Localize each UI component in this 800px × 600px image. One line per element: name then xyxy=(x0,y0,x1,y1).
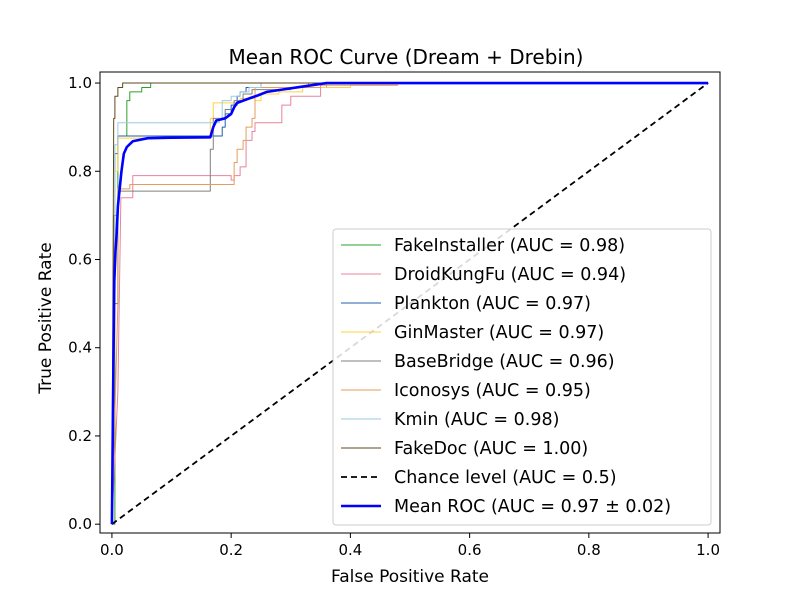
y-tick-label: 0.2 xyxy=(68,427,92,445)
legend-entry: Iconosys (AUC = 0.95) xyxy=(394,381,591,401)
x-tick-label: 0.8 xyxy=(577,541,601,559)
y-tick-label: 0.0 xyxy=(68,515,92,533)
legend-box xyxy=(332,228,712,526)
series-line-iconosys xyxy=(111,84,399,525)
series-line-kmin xyxy=(111,82,709,525)
x-tick-label: 1.0 xyxy=(696,541,720,559)
series-line-droidkungfu xyxy=(111,82,709,525)
y-tick-label: 0.8 xyxy=(68,162,92,180)
y-tick-label: 0.6 xyxy=(68,250,92,268)
legend-entry: Kmin (AUC = 0.98) xyxy=(394,410,559,430)
series-line-mean-roc xyxy=(110,81,709,525)
legend-entry: GinMaster (AUC = 0.97) xyxy=(394,323,604,343)
x-tick-label: 0.0 xyxy=(100,541,124,559)
legend-entry: Mean ROC (AUC = 0.97 ± 0.02) xyxy=(394,497,671,517)
x-tick-label: 0.2 xyxy=(219,541,243,559)
plot-frame xyxy=(99,71,721,534)
legend-entry: Chance level (AUC = 0.5) xyxy=(394,468,617,488)
legend: FakeInstaller (AUC = 0.98) DroidKungFu (A… xyxy=(332,228,712,526)
y-tick-label: 1.0 xyxy=(68,74,92,92)
x-axis-label: False Positive Rate xyxy=(331,567,489,587)
chart-title: Mean ROC Curve (Dream + Drebin) xyxy=(229,45,584,69)
ticks-layer: 0.0 0.2 0.4 0.6 0.8 1.0 0.0 0.2 0.4 0.6 0.8 1.0 xyxy=(68,74,720,559)
series-line-fakedoc xyxy=(111,82,709,525)
legend-entry: FakeDoc (AUC = 1.00) xyxy=(394,439,588,459)
y-axis-label: True Positive Rate xyxy=(36,242,56,394)
legend-entry: BaseBridge (AUC = 0.96) xyxy=(394,352,615,372)
x-tick-label: 0.6 xyxy=(458,541,482,559)
legend-entry: FakeInstaller (AUC = 0.98) xyxy=(394,236,625,256)
legend-entry: DroidKungFu (AUC = 0.94) xyxy=(394,265,626,285)
legend-entry: Plankton (AUC = 0.97) xyxy=(394,294,591,314)
x-tick-label: 0.4 xyxy=(338,541,362,559)
y-tick-label: 0.4 xyxy=(68,339,92,357)
series-layer xyxy=(110,81,709,525)
